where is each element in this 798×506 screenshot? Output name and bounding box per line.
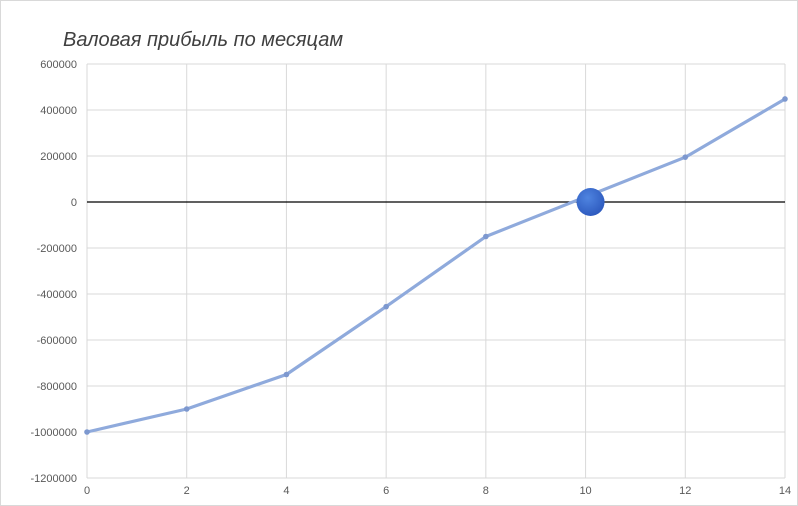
data-point	[682, 154, 689, 160]
y-tick-label: -1000000	[31, 427, 78, 439]
data-point	[782, 96, 788, 102]
data-point	[283, 371, 290, 378]
y-tick-label: 400000	[40, 105, 77, 117]
x-tick-label: 14	[779, 485, 791, 497]
series-layer	[84, 96, 788, 435]
chart-title: Валовая прибыль по месяцам	[63, 29, 344, 51]
y-tick-label: -200000	[37, 243, 77, 255]
x-tick-label: 10	[579, 485, 591, 497]
data-point	[483, 233, 489, 240]
tick-labels: 600000 400000 200000 0 -200000 -400000 -600000…	[31, 59, 792, 497]
highlight-point	[576, 188, 605, 216]
data-point	[183, 406, 190, 412]
y-tick-label: 600000	[40, 59, 77, 71]
x-tick-label: 8	[483, 485, 489, 497]
x-tick-label: 2	[184, 485, 190, 497]
x-tick-label: 0	[84, 485, 90, 497]
y-tick-label: -600000	[37, 335, 77, 347]
y-tick-label: 0	[71, 197, 77, 209]
y-tick-label: -400000	[37, 289, 77, 301]
x-tick-label: 4	[283, 485, 289, 497]
series-line	[85, 97, 787, 434]
y-tick-label: -800000	[37, 381, 77, 393]
data-point	[84, 429, 90, 435]
data-point	[383, 303, 389, 310]
y-tick-label: 200000	[40, 151, 77, 163]
y-tick-label: -1200000	[31, 473, 78, 485]
x-tick-label: 6	[383, 485, 389, 497]
x-tick-label: 12	[679, 485, 691, 497]
